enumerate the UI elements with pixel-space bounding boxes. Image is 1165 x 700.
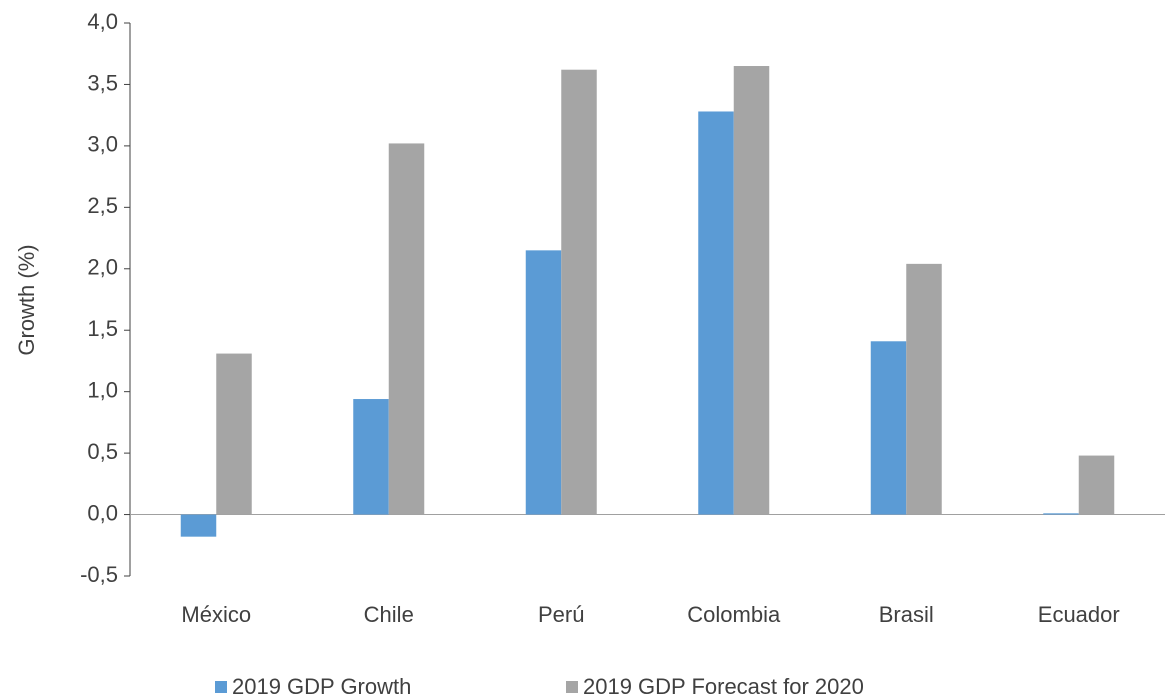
bar	[698, 111, 734, 515]
legend-label: 2019 GDP Growth	[232, 674, 411, 699]
bar	[1078, 455, 1115, 515]
bar	[353, 399, 389, 515]
y-tick-label: 2,0	[87, 255, 118, 280]
bar	[180, 514, 217, 537]
y-axis-label: Growth (%)	[14, 244, 39, 355]
y-tick-label: 4,0	[87, 9, 118, 34]
bar	[906, 263, 942, 515]
y-tick-label: 3,0	[87, 132, 118, 157]
x-tick-label: Ecuador	[1038, 602, 1120, 627]
y-tick-label: 0,5	[87, 439, 118, 464]
y-tick-label: 1,5	[87, 316, 118, 341]
bar	[733, 66, 770, 515]
x-tick-label: Chile	[364, 602, 414, 627]
bar	[216, 353, 252, 515]
bar	[388, 143, 425, 515]
y-tick-label: -0,5	[80, 562, 118, 587]
x-tick-label: Colombia	[687, 602, 781, 627]
y-tick-label: 3,5	[87, 70, 118, 95]
bar	[1043, 513, 1079, 515]
legend-label: 2019 GDP Forecast for 2020	[583, 674, 864, 699]
legend-swatch	[566, 681, 578, 693]
legend-swatch	[215, 681, 227, 693]
bar	[870, 341, 907, 515]
y-tick-label: 1,0	[87, 377, 118, 402]
y-tick-label: 2,5	[87, 193, 118, 218]
bar	[561, 69, 597, 515]
x-tick-label: Brasil	[879, 602, 934, 627]
bar	[525, 250, 562, 515]
x-tick-label: Perú	[538, 602, 584, 627]
x-tick-label: México	[181, 602, 251, 627]
y-tick-label: 0,0	[87, 500, 118, 525]
